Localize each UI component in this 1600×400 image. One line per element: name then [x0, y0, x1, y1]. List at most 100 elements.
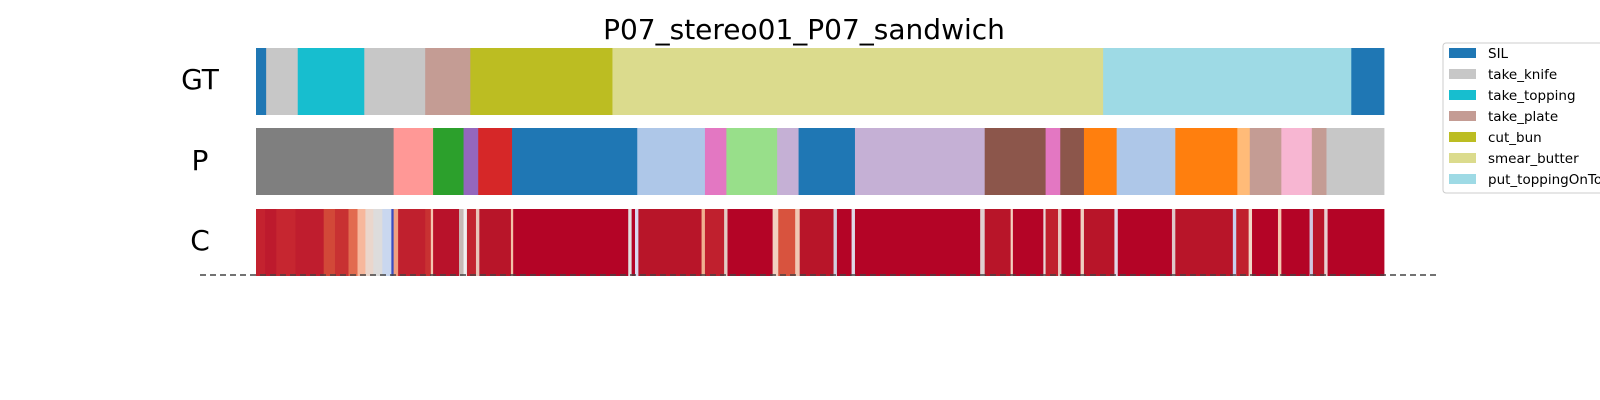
c-segment-21 [479, 209, 512, 276]
legend-label-2: take_topping [1488, 88, 1576, 104]
c-segment-38 [851, 209, 856, 276]
p-segment-12 [984, 128, 1046, 195]
p-segment-6 [637, 128, 706, 195]
p-segment-16 [1116, 128, 1176, 195]
gt-segment-2 [297, 48, 365, 115]
c-segment-60 [1309, 209, 1314, 276]
c-segment-10 [382, 209, 392, 276]
gt-segment-7 [1103, 48, 1352, 115]
gt-segment-4 [425, 48, 471, 115]
c-segment-9 [373, 209, 383, 276]
chart-title: P07_stereo01_P07_sandwich [603, 13, 1005, 46]
c-segment-53 [1175, 209, 1234, 276]
p-segment-15 [1083, 128, 1118, 195]
legend-label-3: take_plate [1488, 109, 1558, 125]
c-segment-43 [1012, 209, 1044, 276]
c-segment-14 [425, 209, 432, 276]
c-segment-40 [980, 209, 986, 276]
legend-swatch-0 [1449, 48, 1476, 58]
c-segment-56 [1248, 209, 1253, 276]
c-segment-15 [430, 209, 434, 276]
c-segment-13 [398, 209, 426, 276]
c-segment-61 [1312, 209, 1325, 276]
c-segment-47 [1061, 209, 1081, 276]
c-segment-7 [357, 209, 366, 276]
c-segment-46 [1058, 209, 1062, 276]
c-segment-1 [265, 209, 277, 276]
c-segment-26 [635, 209, 639, 276]
p-segment-13 [1045, 128, 1061, 195]
p-segment-21 [1311, 128, 1327, 195]
p-segment-7 [704, 128, 727, 195]
p-segment-9 [777, 128, 799, 195]
c-segment-42 [1010, 209, 1014, 276]
c-segment-51 [1117, 209, 1173, 276]
c-segment-55 [1236, 209, 1250, 276]
c-segment-57 [1252, 209, 1279, 276]
c-segment-30 [724, 209, 728, 276]
legend-swatch-3 [1449, 111, 1476, 121]
c-segment-22 [510, 209, 514, 276]
legend-frame [1442, 42, 1600, 194]
c-segment-45 [1045, 209, 1059, 276]
gt-segment-8 [1351, 48, 1385, 115]
p-segment-17 [1175, 128, 1238, 195]
c-segment-39 [854, 209, 981, 276]
p-segment-8 [726, 128, 778, 195]
p-segment-row [256, 128, 1385, 195]
c-segment-11 [391, 209, 395, 276]
c-segment-6 [348, 209, 358, 276]
c-segment-36 [833, 209, 838, 276]
gt-segment-6 [612, 48, 1104, 115]
c-segment-44 [1043, 209, 1046, 276]
p-segment-19 [1249, 128, 1282, 195]
c-segment-2 [276, 209, 296, 276]
c-segment-16 [433, 209, 460, 276]
p-segment-18 [1237, 128, 1251, 195]
legend: SIL take_knife take_topping take_plate cut_b… [1442, 42, 1600, 194]
c-segment-17 [459, 209, 464, 276]
c-segment-20 [475, 209, 480, 276]
c-segment-62 [1324, 209, 1328, 276]
c-segment-32 [772, 209, 779, 276]
c-segment-29 [704, 209, 725, 276]
c-segment-58 [1277, 209, 1282, 276]
c-segment-54 [1232, 209, 1237, 276]
legend-label-1: take_knife [1488, 67, 1557, 83]
c-segment-48 [1080, 209, 1085, 276]
c-segment-25 [631, 209, 636, 276]
legend-swatch-2 [1449, 90, 1476, 100]
c-segment-19 [466, 209, 477, 276]
p-segment-10 [798, 128, 856, 195]
p-segment-22 [1326, 128, 1385, 195]
c-segment-41 [984, 209, 1012, 276]
c-segment-33 [778, 209, 796, 276]
c-segment-37 [836, 209, 852, 276]
legend-label-5: smear_butter [1488, 151, 1579, 167]
c-segment-4 [323, 209, 336, 276]
gt-segment-5 [470, 48, 613, 115]
gt-segment-1 [266, 48, 299, 115]
legend-swatch-6 [1449, 174, 1476, 184]
c-segment-12 [393, 209, 399, 276]
c-segment-34 [795, 209, 801, 276]
p-segment-0 [256, 128, 395, 195]
legend-label-4: cut_bun [1488, 130, 1542, 146]
c-segment-8 [365, 209, 374, 276]
legend-swatch-5 [1449, 153, 1476, 163]
c-segment-0 [256, 209, 266, 276]
legend-label-6: put_toppingOnTop [1488, 172, 1600, 188]
c-segment-27 [638, 209, 702, 276]
p-segment-14 [1060, 128, 1085, 195]
p-segment-11 [854, 128, 986, 195]
c-segment-31 [727, 209, 774, 276]
c-segment-23 [513, 209, 629, 276]
p-segment-3 [463, 128, 479, 195]
row-label-p: P [192, 144, 209, 177]
gt-segment-row [256, 48, 1385, 115]
legend-swatch-1 [1449, 69, 1476, 79]
c-segment-28 [701, 209, 706, 276]
p-segment-2 [433, 128, 464, 195]
p-segment-5 [512, 128, 638, 195]
